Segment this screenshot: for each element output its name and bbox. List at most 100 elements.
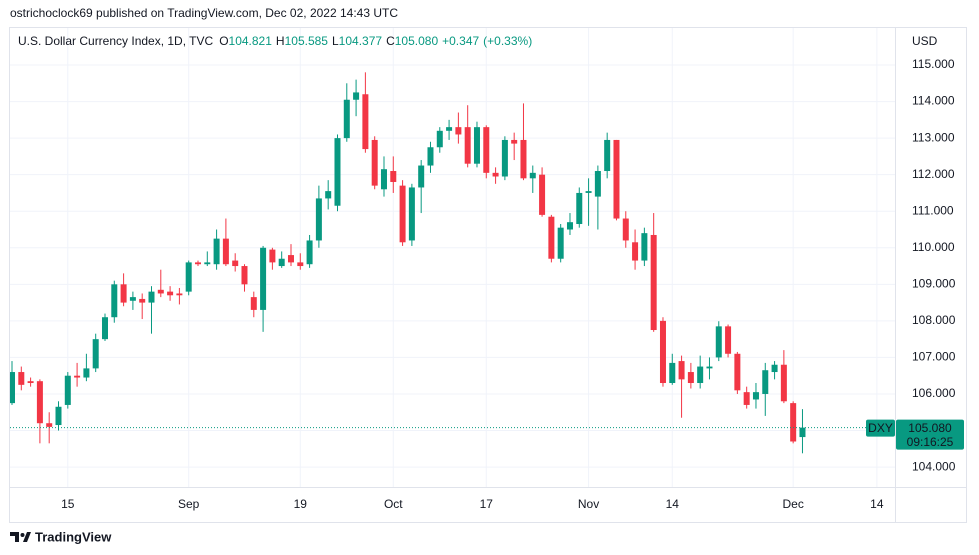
ohlc-value: 104.377 — [339, 34, 383, 48]
candle-body — [501, 139, 508, 177]
candle-body — [520, 139, 527, 179]
y-tick-label: 109.000 — [912, 276, 956, 290]
candle-body — [780, 364, 787, 402]
candle-body — [548, 216, 555, 259]
candle-body — [446, 127, 453, 131]
candle-body — [194, 262, 201, 265]
x-tick-label: Nov — [578, 497, 599, 511]
candle-body — [297, 262, 304, 267]
candle-body — [678, 361, 685, 380]
candle-body — [222, 238, 229, 265]
candle-body — [557, 227, 564, 259]
candle-body — [771, 364, 778, 373]
ohlc-value: 105.080 — [395, 34, 439, 48]
candle-body — [743, 392, 750, 405]
price-label: 105.080 — [908, 421, 952, 435]
x-tick-label: 17 — [480, 497, 494, 511]
candle-body — [697, 366, 704, 384]
candle-body — [725, 326, 732, 354]
currency-label: USD — [912, 34, 938, 48]
candle-body — [390, 171, 397, 182]
symbol-label: DXY — [868, 421, 893, 435]
x-tick-label: Oct — [384, 497, 403, 511]
candle-body — [604, 139, 611, 172]
logo-mark — [10, 532, 19, 542]
candle-body — [659, 320, 666, 384]
candle-body — [250, 297, 257, 310]
candle-body — [762, 370, 769, 394]
candle-body — [167, 291, 174, 296]
y-tick-label: 106.000 — [912, 386, 956, 400]
candle-body — [752, 392, 759, 400]
y-tick-label: 104.000 — [912, 459, 956, 473]
candle-body — [343, 99, 350, 139]
candle-body — [92, 339, 99, 369]
candle-body — [585, 191, 592, 193]
chart-frame — [9, 27, 967, 523]
candle-body — [650, 234, 657, 331]
candle-body — [176, 293, 183, 296]
x-tick-label: Dec — [782, 497, 803, 511]
candle-body — [436, 130, 443, 148]
candle-body — [706, 366, 713, 369]
candle-body — [232, 260, 239, 267]
candle-body — [632, 242, 639, 261]
candle-body — [734, 353, 741, 391]
change-percent: (+0.33%) — [483, 34, 532, 48]
candle-body — [111, 284, 118, 318]
logo-slash — [23, 532, 31, 542]
x-tick-label: Sep — [178, 497, 200, 511]
price-badge — [896, 419, 964, 450]
y-tick-label: 110.000 — [912, 240, 955, 254]
candle-body — [306, 240, 313, 265]
y-tick-label: 111.000 — [912, 203, 954, 217]
candles — [8, 72, 895, 454]
y-tick-label: 115.000 — [912, 57, 955, 71]
candle-body — [492, 172, 499, 177]
candle-body — [334, 138, 341, 206]
candle-body — [27, 381, 34, 384]
grid — [10, 27, 895, 487]
candle-body — [148, 291, 155, 303]
candle-body — [120, 284, 127, 303]
y-tick-label: 107.000 — [912, 350, 956, 364]
candle-body — [455, 127, 462, 135]
candle-body — [74, 375, 81, 378]
x-tick-label: 14 — [870, 497, 884, 511]
candle-body — [157, 289, 164, 294]
logo-dot — [20, 533, 25, 537]
ohlc-key: C — [386, 34, 395, 48]
candle-body — [64, 375, 71, 405]
candle-body — [371, 139, 378, 186]
candle-body — [55, 406, 62, 426]
candle-body — [483, 127, 490, 173]
publisher-line: ostrichoclock69 published on TradingView… — [10, 6, 398, 20]
candle-body — [325, 191, 332, 199]
y-tick-label: 114.000 — [912, 94, 955, 108]
candle-body — [408, 187, 415, 241]
candle-body — [101, 317, 108, 340]
candle-body — [362, 94, 369, 150]
ohlc-key: H — [276, 34, 285, 48]
candle-body — [427, 147, 434, 166]
ohlc-key: L — [332, 34, 339, 48]
x-tick-label: 15 — [61, 497, 75, 511]
candle-body — [204, 262, 211, 265]
candle-body — [83, 368, 90, 378]
candle-body — [473, 127, 480, 164]
candle-body — [641, 233, 648, 261]
x-tick-label: 19 — [294, 497, 308, 511]
candle-body — [241, 266, 248, 285]
candle-body — [129, 297, 136, 301]
candle-body — [18, 372, 25, 385]
candle-body — [790, 403, 797, 442]
candle-body — [613, 139, 620, 219]
y-tick-label: 112.000 — [912, 167, 955, 181]
ohlc-value: 104.821 — [229, 34, 273, 48]
brand-logo — [10, 532, 31, 542]
candle-body — [669, 362, 676, 384]
